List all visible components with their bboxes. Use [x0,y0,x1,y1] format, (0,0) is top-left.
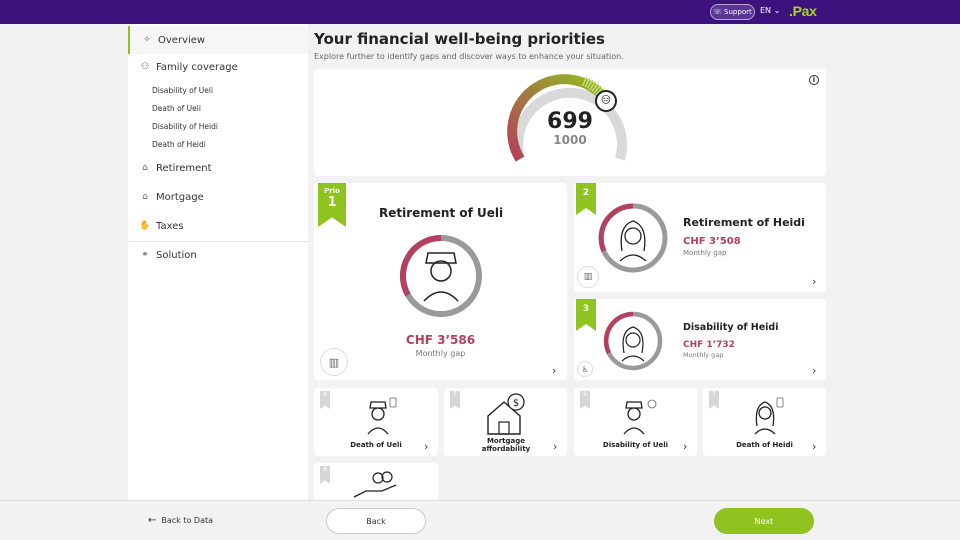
card-title: Retirement of Heidi [683,216,805,229]
chevron-right-icon: › [812,440,817,453]
language-selector[interactable]: EN ⌄ [760,6,781,15]
score-arc [507,74,614,162]
rank-badge: 8 [320,466,330,484]
gap-label: Monthly gap [415,349,466,358]
tile-taxes[interactable]: 8 [314,463,438,500]
sidebar-subitem-disability-heidi[interactable]: Disability of Heidi [152,122,218,131]
rank-badge: 7 [709,391,719,409]
gap-label: Monthly gap [683,351,724,359]
gap-amount: CHF 3’586 [405,333,476,347]
woman-icon [754,397,784,435]
card-title: Retirement of Ueli [379,206,504,220]
support-button[interactable]: ☏ Support [710,4,755,20]
tile-label: Death of Ueli [350,441,402,449]
hand-money-icon: ✋ [139,221,151,231]
chevron-right-icon: › [812,275,817,288]
footer-bar: ← Back to Data Back Next [0,500,960,540]
sidebar-item-taxes[interactable]: ✋ Taxes [139,220,184,232]
chevron-down-icon: ⌄ [773,6,781,15]
avatar-woman-icon [603,311,663,371]
sidebar-subitem-death-ueli[interactable]: Death of Ueli [152,104,201,113]
tile-death-heidi[interactable]: 7 Death of Heidi › [703,388,826,456]
avatar-woman-icon [598,203,668,273]
svg-text:$: $ [513,398,519,409]
hand-coins-icon [353,471,397,498]
back-button[interactable]: Back [326,508,426,534]
man-icon [367,397,397,435]
man-wheelchair-icon [623,399,657,435]
bank-icon: ⌂ [142,163,148,173]
score-gauge [507,74,627,162]
back-to-data-link[interactable]: ← Back to Data [148,515,214,526]
family-icon: ⚇ [140,62,150,72]
rank-badge: 5 [450,391,460,409]
chevron-right-icon: › [683,440,688,453]
priority-card-retirement-ueli[interactable]: Prio 1 Retirement of Ueli CHF 3’586 Mont… [314,183,567,380]
sidebar-subitem-death-heidi[interactable]: Death of Heidi [152,140,206,149]
sparkle-icon: ✧ [143,35,151,45]
sidebar-item-mortgage[interactable]: ⌂ Mortgage [128,187,308,207]
score-value: 699 [547,109,593,134]
priority-card-retirement-heidi[interactable]: 2 Retirement of Heidi CHF 3’508 Monthly … [574,183,826,292]
house-money-icon: $ [487,393,525,435]
tile-label: Mortgage affordability [481,437,531,453]
tile-label: Death of Heidi [736,441,793,449]
house-icon: ⌂ [142,192,148,202]
arrow-left-icon: ← [148,515,157,526]
support-icon: ☏ [713,8,723,16]
sidebar-item-retirement[interactable]: ⌂ Retirement [128,158,308,178]
score-face-icon: 😑 [595,90,617,112]
gap-label: Monthly gap [683,249,727,257]
sidebar-divider [128,241,308,242]
page-subtitle: Explore further to identify gaps and dis… [314,52,624,61]
sidebar: ✧ Overview ⚇ Family coverage Disability … [128,24,308,500]
sidebar-item-family-coverage[interactable]: ⚇ Family coverage [128,57,308,77]
tile-mortgage-affordability[interactable]: 5 $ Mortgage affordability › [444,388,567,456]
tile-disability-ueli[interactable]: 6 Disability of Ueli › [574,388,697,456]
sidebar-item-solution[interactable]: ⚭ Solution [128,245,308,265]
priority-badge: 2 [576,183,596,215]
sidebar-subitem-disability-ueli[interactable]: Disability of Ueli [152,86,214,95]
rank-badge: 4 [320,391,330,409]
card-title: Disability of Heidi [683,322,779,333]
score-max: 1000 [553,133,587,147]
avatar-man-icon [399,234,482,317]
priority-card-disability-heidi[interactable]: 3 Disability of Heidi CHF 1’732 Monthly … [574,299,826,380]
chevron-right-icon: › [553,440,558,453]
chevron-right-icon: › [812,364,817,377]
tile-label: Disability of Ueli [602,441,669,449]
handshake-icon: ⚭ [141,250,149,260]
priority-badge: 3 [576,299,596,331]
top-bar: ☏ Support EN ⌄ .Pax [0,0,960,24]
page-title: Your financial well-being priorities [314,30,605,48]
sidebar-item-overview[interactable]: ✧ Overview [128,26,308,54]
bank-icon: ▥ [320,348,348,376]
wheelchair-icon: ♿ [577,361,593,377]
pax-logo: .Pax [789,3,817,19]
gap-amount: CHF 1’732 [683,340,735,350]
next-button[interactable]: Next [714,508,814,534]
rank-badge: 6 [580,391,590,409]
bank-icon: ▥ [577,266,599,288]
chevron-right-icon: › [552,364,557,377]
score-card: i 😑 699 1000 [314,69,826,176]
chevron-right-icon: › [424,440,429,453]
info-icon[interactable]: i [809,75,819,85]
tile-death-ueli[interactable]: 4 Death of Ueli › [314,388,438,456]
priority-badge: Prio 1 [318,183,346,227]
gap-amount: CHF 3’508 [683,236,741,247]
